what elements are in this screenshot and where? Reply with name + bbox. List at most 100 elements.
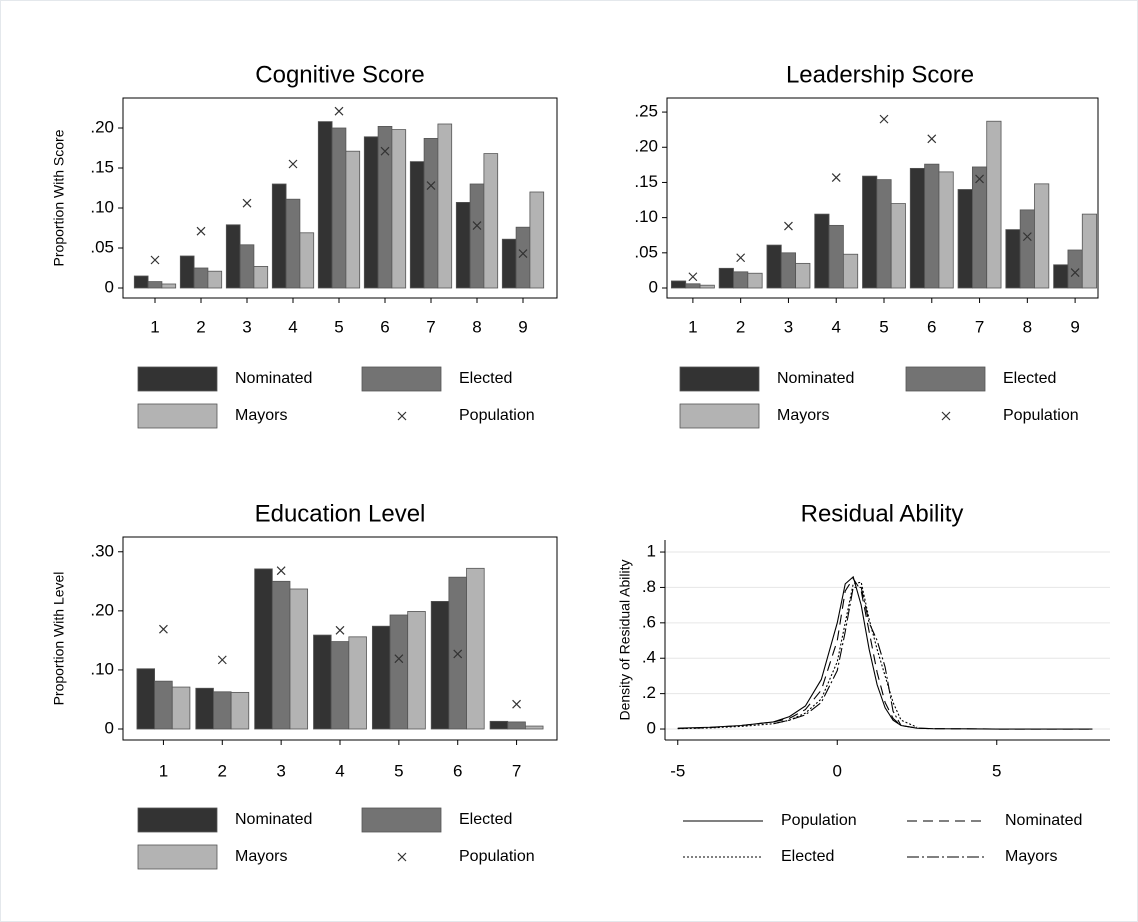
bar: [1019, 209, 1035, 289]
y-tick-label: 0: [105, 718, 114, 737]
bar: [814, 213, 830, 289]
legend-label: Population: [459, 848, 535, 865]
density-line: [773, 586, 902, 726]
bar: [957, 189, 973, 289]
x-tick-label: 5: [394, 761, 403, 780]
y-tick-label: .10: [634, 207, 658, 226]
legend-key: [397, 852, 407, 862]
x-tick-label: 1: [159, 761, 168, 780]
legend-label: Mayors: [1005, 848, 1057, 865]
legend-key: [137, 844, 218, 870]
x-tick-label: -5: [670, 761, 685, 780]
x-tick-label: 6: [380, 317, 389, 336]
bar: [876, 179, 892, 289]
legend-label: Elected: [1003, 370, 1056, 387]
bar: [455, 201, 471, 289]
legend-key: [137, 366, 218, 392]
bar: [699, 284, 715, 289]
population-marker: [831, 173, 841, 182]
bar: [501, 238, 517, 289]
chart-title: Cognitive Score: [255, 61, 424, 88]
bar: [1081, 213, 1098, 289]
x-tick-label: 6: [453, 761, 462, 780]
bar: [371, 625, 391, 730]
population-marker: [242, 198, 252, 208]
x-tick-label: 3: [784, 317, 793, 336]
x-tick-label: 4: [288, 317, 297, 336]
x-tick-label: 9: [518, 317, 527, 336]
population-marker: [276, 566, 286, 576]
bar: [363, 136, 379, 289]
bar: [195, 687, 214, 730]
bar: [409, 161, 425, 289]
y-tick-label: 0: [105, 277, 114, 296]
y-tick-label: 0: [649, 277, 658, 296]
legend-label: Population: [1003, 407, 1079, 424]
legend-label: Elected: [459, 370, 512, 387]
bar: [842, 253, 859, 289]
legend-label: Nominated: [235, 370, 312, 387]
chart-title: Education Level: [255, 500, 426, 527]
x-tick-label: 1: [150, 317, 159, 336]
y-tick-label: .15: [634, 172, 658, 191]
x-tick-label: 2: [218, 761, 227, 780]
bar: [317, 121, 333, 289]
population-marker: [453, 649, 463, 659]
legend-label: Nominated: [235, 811, 312, 828]
y-tick-label: .4: [642, 648, 656, 667]
x-tick-label: 8: [1023, 317, 1032, 336]
chart-title: Residual Ability: [801, 500, 964, 527]
plot-frame: [666, 97, 1099, 299]
bar: [423, 137, 439, 289]
legend-key: [137, 807, 218, 833]
population-marker: [217, 655, 227, 665]
x-tick-label: 7: [512, 761, 521, 780]
y-tick-label: .30: [90, 541, 114, 560]
x-tick-label: 3: [276, 761, 285, 780]
legend-label: Mayors: [235, 848, 287, 865]
y-axis-title: Proportion With Score: [51, 129, 67, 266]
legend-key: [137, 403, 218, 429]
x-tick-label: 2: [736, 317, 745, 336]
population-marker: [784, 221, 793, 231]
y-tick-label: .20: [634, 137, 658, 156]
bar: [161, 283, 177, 289]
bar: [253, 265, 269, 289]
population-marker: [1070, 268, 1080, 277]
bar: [489, 720, 509, 730]
bar: [136, 668, 155, 730]
y-tick-label: .15: [90, 157, 114, 176]
x-tick-label: 5: [992, 761, 1001, 780]
y-tick-label: .10: [90, 659, 114, 678]
legend-label: Nominated: [777, 370, 854, 387]
legend-key: [679, 366, 760, 392]
bar: [1053, 264, 1069, 289]
bar: [171, 686, 191, 730]
bar: [230, 691, 250, 730]
legend-label: Population: [459, 407, 535, 424]
y-tick-label: .8: [642, 577, 656, 596]
y-tick-label: .05: [90, 237, 114, 256]
legend-label: Nominated: [1005, 812, 1082, 829]
bar: [285, 198, 301, 289]
bar: [133, 275, 149, 289]
y-tick-label: .25: [634, 102, 658, 121]
bar: [971, 166, 988, 289]
bar: [271, 183, 287, 289]
density-line: [677, 577, 1093, 730]
legend-key: [679, 403, 760, 429]
x-tick-label: 0: [833, 761, 842, 780]
bar: [313, 634, 332, 730]
bar: [437, 123, 453, 289]
bar: [469, 183, 485, 289]
bar: [685, 283, 701, 289]
bar: [507, 721, 526, 730]
bar: [147, 281, 163, 289]
legend-key: [941, 411, 951, 421]
bar: [299, 232, 315, 289]
population-marker: [1022, 232, 1032, 242]
bar: [718, 267, 734, 289]
bar: [207, 270, 223, 289]
legend-key: [361, 807, 442, 833]
population-marker: [879, 114, 889, 124]
